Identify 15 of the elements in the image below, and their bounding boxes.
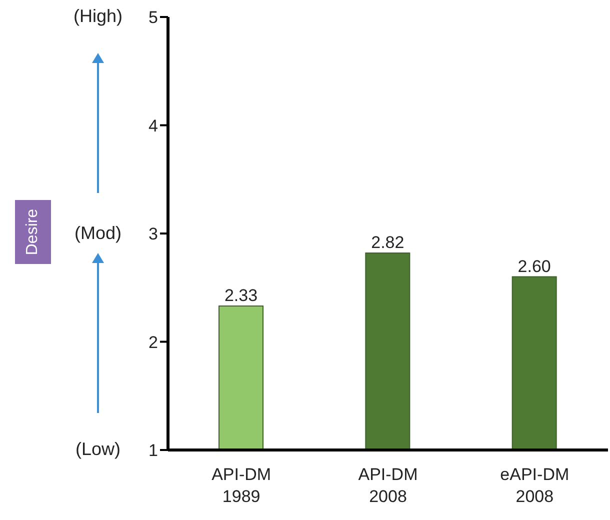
y-tick-label: 2 <box>148 332 158 352</box>
data-label: 2.60 <box>518 256 551 276</box>
y-tick-label: 5 <box>148 8 158 28</box>
y-tick-label: 3 <box>148 224 158 244</box>
text: (Mod) <box>73 222 122 244</box>
text: (High) <box>72 6 124 27</box>
data-label: 2.82 <box>371 232 404 252</box>
x-tick-label: API-DM 1989 <box>212 465 272 506</box>
data-label: 2.33 <box>224 286 258 306</box>
y-tick-label: 1 <box>148 441 158 460</box>
x-tick-label: API-DM 2008 <box>358 465 418 506</box>
text: (Low) <box>74 439 122 460</box>
y-tick-label: 4 <box>148 116 158 136</box>
text: Desire <box>24 208 42 256</box>
x-tick-label: eAPI-DM 2008 <box>500 465 570 506</box>
